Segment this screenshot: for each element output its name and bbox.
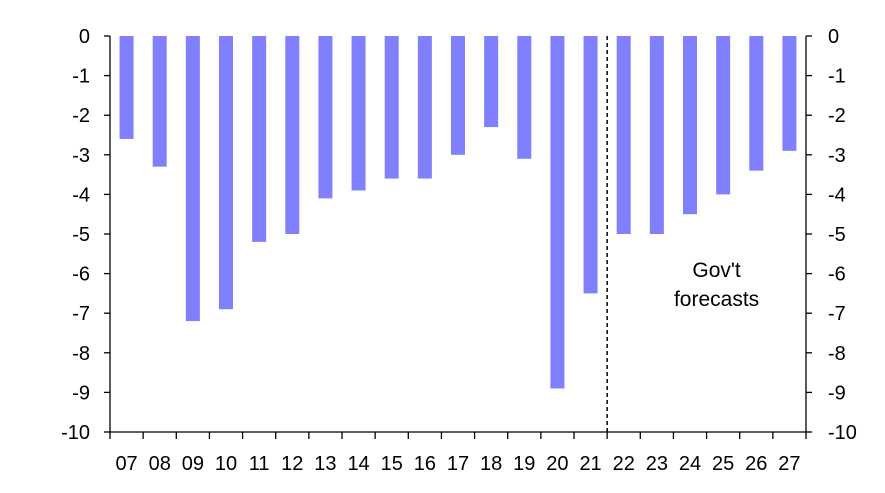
bar-11 — [252, 36, 267, 242]
bar-13 — [318, 36, 333, 199]
bar-08 — [152, 36, 167, 167]
y-tick-label-left: -1 — [72, 66, 90, 88]
x-tick-label-11: 11 — [249, 453, 270, 475]
x-tick-label-13: 13 — [314, 453, 336, 475]
y-tick-label-left: -2 — [72, 105, 90, 127]
bar-17 — [451, 36, 465, 155]
forecast-annotation-line1: Gov't — [692, 259, 741, 282]
bar-26 — [749, 36, 764, 171]
bar-20 — [550, 36, 565, 389]
x-tick-label-14: 14 — [347, 453, 369, 475]
y-tick-label-right: 0 — [828, 26, 839, 48]
y-tick-label-right: -10 — [828, 422, 857, 444]
bar-15 — [384, 36, 399, 179]
y-tick-label-left: -7 — [72, 303, 90, 325]
bar-24 — [683, 36, 697, 215]
x-tick-label-07: 07 — [115, 453, 137, 475]
x-tick-label-23: 23 — [646, 453, 668, 475]
y-tick-label-left: -9 — [72, 382, 90, 404]
bar-23 — [649, 36, 664, 234]
y-tick-label-left: -5 — [72, 224, 90, 246]
y-tick-label-right: -1 — [828, 66, 846, 88]
x-tick-label-08: 08 — [149, 453, 171, 475]
y-tick-label-left: -6 — [72, 264, 90, 286]
y-tick-label-right: -8 — [828, 343, 846, 365]
bars-group — [119, 36, 797, 389]
bar-21 — [583, 36, 598, 294]
y-tick-label-left: -10 — [61, 422, 90, 444]
bar-27 — [782, 36, 797, 151]
forecast-annotation-line2: forecasts — [674, 288, 759, 311]
x-tick-label-20: 20 — [546, 453, 568, 475]
y-tick-label-left: 0 — [79, 26, 90, 48]
x-tick-label-26: 26 — [745, 453, 767, 475]
y-tick-label-left: -4 — [72, 184, 90, 206]
y-tick-label-right: -2 — [828, 105, 846, 127]
x-tick-label-21: 21 — [579, 453, 601, 475]
x-tick-label-19: 19 — [513, 453, 535, 475]
x-tick-label-18: 18 — [480, 453, 502, 475]
x-tick-label-17: 17 — [447, 453, 469, 475]
y-tick-label-right: -4 — [828, 184, 846, 206]
bar-12 — [285, 36, 300, 234]
bar-07 — [119, 36, 134, 139]
bar-22 — [616, 36, 631, 234]
y-tick-label-right: -7 — [828, 303, 846, 325]
y-tick-label-right: -6 — [828, 264, 846, 286]
bar-10 — [219, 36, 233, 310]
y-tick-label-left: -8 — [72, 343, 90, 365]
x-tick-label-24: 24 — [679, 453, 701, 475]
x-tick-label-09: 09 — [182, 453, 204, 475]
bar-18 — [484, 36, 499, 128]
y-tick-label-right: -9 — [828, 382, 846, 404]
bar-16 — [417, 36, 432, 179]
x-tick-label-27: 27 — [778, 453, 800, 475]
x-tick-label-10: 10 — [215, 453, 237, 475]
bar-09 — [185, 36, 200, 322]
y-tick-label-right: -5 — [828, 224, 846, 246]
bar-19 — [517, 36, 532, 159]
x-tick-label-16: 16 — [414, 453, 436, 475]
x-tick-label-15: 15 — [381, 453, 403, 475]
y-tick-label-right: -3 — [828, 145, 846, 167]
x-tick-label-12: 12 — [281, 453, 303, 475]
x-tick-label-25: 25 — [712, 453, 734, 475]
bar-25 — [716, 36, 731, 195]
bar-14 — [351, 36, 366, 191]
x-tick-label-22: 22 — [613, 453, 635, 475]
y-tick-label-left: -3 — [72, 145, 90, 167]
axes-group: 0 0 -1 -1 -2 -2 -3 -3 -4 -4 -5 -5 -6 -6 -7 -7 -8 -8 -9 -9 -1… — [61, 26, 857, 475]
